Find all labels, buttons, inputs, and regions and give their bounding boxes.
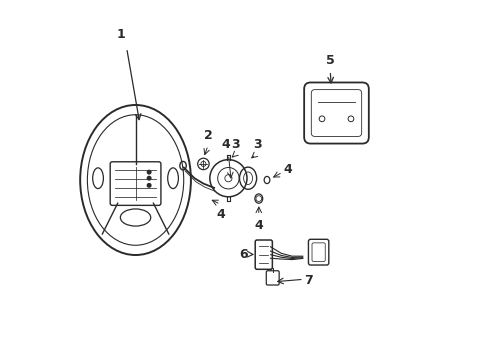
Circle shape	[147, 176, 151, 180]
Text: 6: 6	[239, 248, 247, 261]
Text: 2: 2	[203, 129, 212, 142]
Text: 4: 4	[221, 139, 230, 152]
Text: 3: 3	[230, 139, 239, 152]
Text: 3: 3	[252, 139, 261, 152]
Circle shape	[147, 170, 151, 174]
Text: 4: 4	[217, 207, 225, 221]
Text: 4: 4	[283, 163, 292, 176]
Text: 1: 1	[117, 28, 125, 41]
Circle shape	[147, 184, 151, 187]
Text: 5: 5	[325, 54, 334, 67]
Text: 4: 4	[254, 219, 263, 231]
Text: 7: 7	[304, 274, 313, 287]
